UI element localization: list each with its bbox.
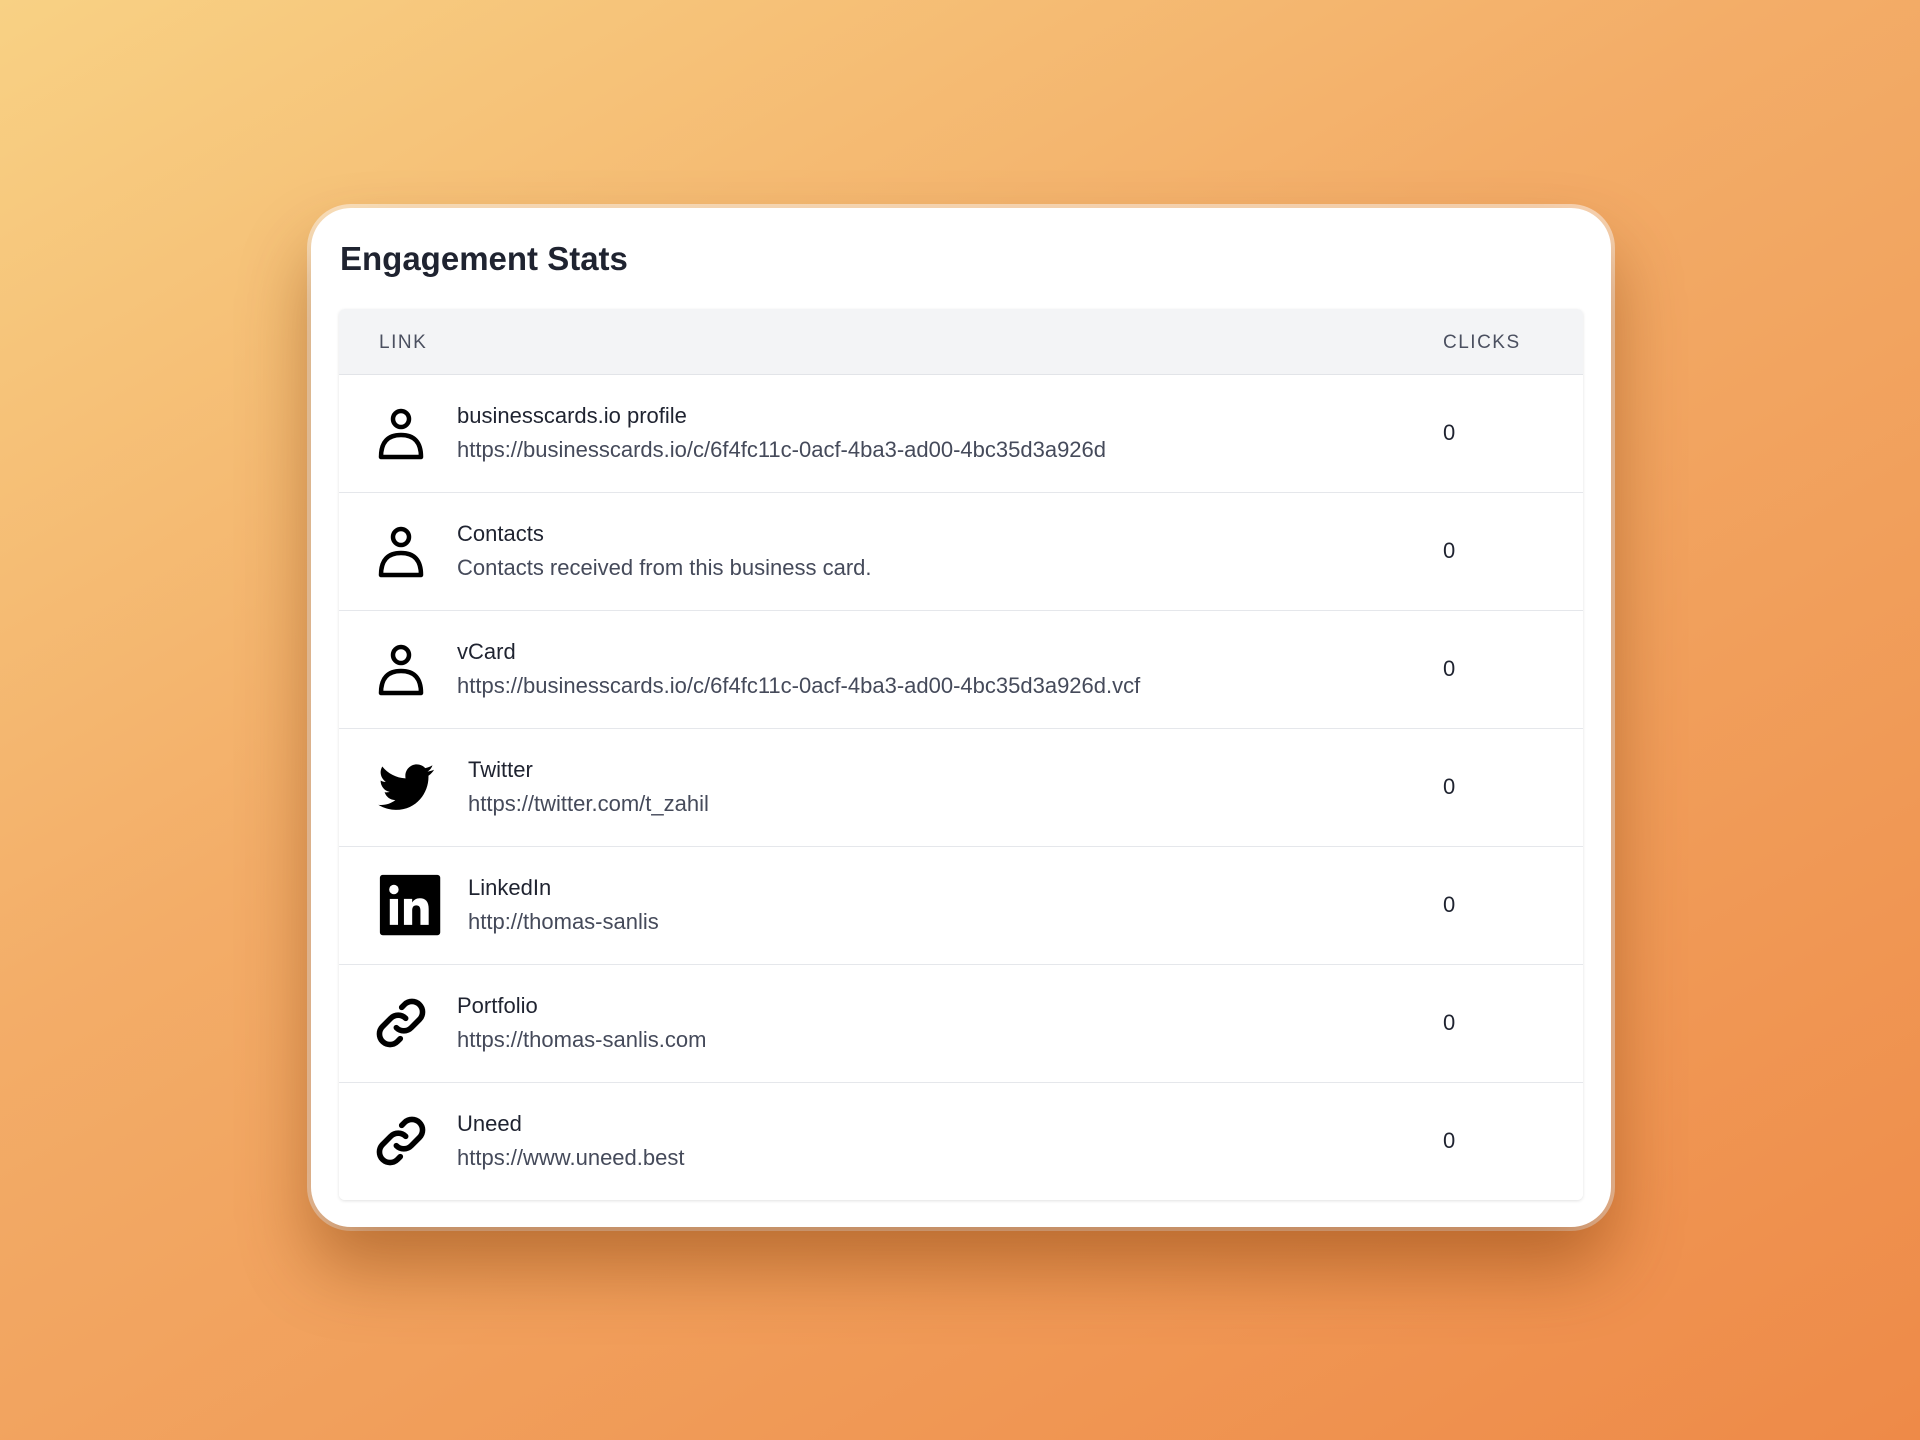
link-info: businesscards.io profile https://business… <box>457 403 1106 463</box>
link-name: Uneed <box>457 1111 522 1136</box>
link-url[interactable]: https://twitter.com/t_zahil <box>468 791 709 816</box>
user-icon <box>373 405 429 461</box>
link-info: Portfolio https://thomas-sanlis.com <box>457 993 706 1053</box>
link-icon <box>373 995 429 1051</box>
user-icon <box>373 523 429 579</box>
click-count: 0 <box>1443 1128 1456 1153</box>
card-title: Engagement Stats <box>340 240 628 277</box>
click-count: 0 <box>1443 774 1456 799</box>
link-icon <box>373 1113 429 1169</box>
click-count: 0 <box>1443 656 1456 681</box>
click-count: 0 <box>1443 892 1456 917</box>
table-row[interactable]: Portfolio https://thomas-sanlis.com 0 <box>339 965 1583 1083</box>
table-row[interactable]: Uneed https://www.uneed.best 0 <box>339 1083 1583 1200</box>
click-count: 0 <box>1443 1010 1456 1035</box>
table-row[interactable]: Twitter https://twitter.com/t_zahil 0 <box>339 729 1583 847</box>
link-name: Twitter <box>468 757 533 782</box>
link-info: vCard https://businesscards.io/c/6f4fc11c… <box>457 639 1140 699</box>
engagement-table: LINK CLICKS businesscards.io profile http… <box>339 309 1583 1200</box>
engagement-stats-card: Engagement Stats LINK CLICKS businesscar… <box>311 208 1611 1227</box>
link-url[interactable]: https://businesscards.io/c/6f4fc11c-0acf… <box>457 437 1107 462</box>
user-icon <box>373 641 429 697</box>
link-info: Twitter https://twitter.com/t_zahil <box>468 757 709 817</box>
column-header-link: LINK <box>379 332 428 353</box>
link-name: Portfolio <box>457 993 538 1018</box>
link-name: businesscards.io profile <box>457 403 687 428</box>
link-url[interactable]: http://thomas-sanlis <box>468 909 659 934</box>
click-count: 0 <box>1443 538 1456 563</box>
table-row[interactable]: businesscards.io profile https://business… <box>339 375 1583 493</box>
table-row[interactable]: LinkedIn http://thomas-sanlis 0 <box>339 847 1583 965</box>
table-row[interactable]: vCard https://businesscards.io/c/6f4fc11c… <box>339 611 1583 729</box>
link-url[interactable]: https://thomas-sanlis.com <box>457 1027 707 1052</box>
link-url[interactable]: https://www.uneed.best <box>457 1145 685 1170</box>
table-row[interactable]: Contacts Contacts received from this busi… <box>339 493 1583 611</box>
table-header: LINK CLICKS <box>339 309 1583 375</box>
table-body: businesscards.io profile https://business… <box>339 375 1583 1200</box>
link-name: vCard <box>457 639 516 664</box>
column-header-clicks: CLICKS <box>1443 332 1521 353</box>
twitter-icon <box>375 759 439 815</box>
link-name: LinkedIn <box>468 875 552 900</box>
link-info: Uneed https://www.uneed.best <box>457 1111 684 1171</box>
link-url[interactable]: https://businesscards.io/c/6f4fc11c-0acf… <box>457 673 1141 698</box>
linkedin-icon <box>378 873 441 936</box>
click-count: 0 <box>1443 420 1456 445</box>
link-info: Contacts Contacts received from this busi… <box>457 521 872 581</box>
link-info: LinkedIn http://thomas-sanlis <box>468 875 659 935</box>
link-url[interactable]: Contacts received from this business car… <box>457 555 872 580</box>
link-name: Contacts <box>457 521 544 546</box>
